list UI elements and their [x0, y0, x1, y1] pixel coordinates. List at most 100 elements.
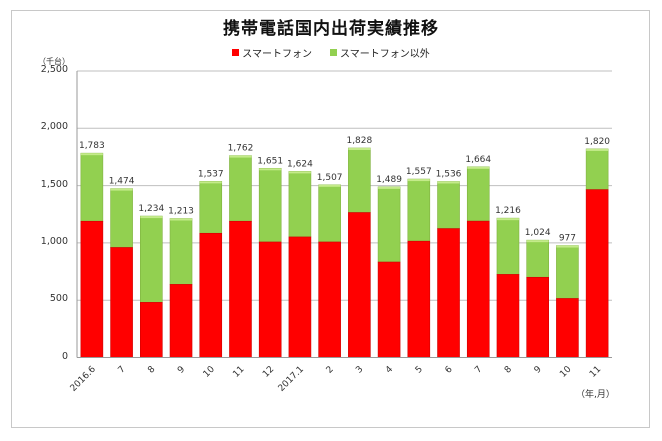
x-tick-label: 2: [325, 365, 336, 376]
bar-top-highlight: [378, 186, 401, 189]
bar-top-highlight: [467, 166, 490, 169]
bar-top-highlight: [556, 245, 579, 248]
bar-segment-other: [377, 186, 401, 263]
total-data-label: 1,507: [317, 173, 343, 183]
x-tick-label: 2016.6: [69, 364, 99, 394]
total-data-label: 1,664: [465, 155, 491, 165]
legend-item-smartphone: スマートフォン: [232, 45, 312, 60]
bar-series: [80, 147, 609, 358]
bar-segment-other: [80, 152, 104, 222]
bar-segment-other: [556, 245, 579, 299]
x-tick-label: 5: [414, 365, 425, 376]
x-tick-label: 9: [533, 364, 544, 375]
bar-top-highlight: [288, 171, 311, 174]
bar-segment-smartphone: [466, 220, 490, 358]
bar-3: [169, 218, 193, 358]
bar-segment-other: [407, 178, 431, 242]
bar-top-highlight: [496, 218, 519, 221]
y-tick-label: 1,000: [40, 235, 68, 247]
x-tick-label: 4: [384, 364, 395, 375]
total-data-label: 1,234: [138, 204, 164, 214]
bar-segment-smartphone: [140, 302, 163, 358]
y-tick-label: 0: [61, 350, 68, 362]
bar-segment-smartphone: [496, 274, 520, 358]
x-tick-label: 11: [231, 365, 246, 380]
x-tick-label: 11: [588, 365, 603, 380]
y-tick-label: 1,500: [40, 178, 68, 190]
bar-9: [348, 147, 371, 358]
x-tick-label: 8: [503, 364, 514, 375]
bar-segment-smartphone: [169, 284, 193, 358]
legend-swatch-other: [330, 49, 337, 56]
bar-segment-other: [466, 166, 490, 222]
legend-label-smartphone: スマートフォン: [242, 49, 312, 60]
x-tick-label: 7: [473, 365, 484, 376]
total-data-label: 1,783: [79, 141, 105, 151]
x-axis-labels: 2016.6 7 8 9 10 11 12 2017.1 2 3 4 5 6 7 8 9 10 11: [69, 364, 604, 394]
bar-segment-smartphone: [258, 241, 282, 358]
legend-label-other: スマートフォン以外: [340, 49, 430, 60]
bar-segment-other: [348, 147, 371, 213]
x-tick-label: 2017.1: [277, 365, 306, 394]
total-data-label: 1,624: [287, 159, 313, 169]
x-tick-label: 7: [117, 365, 128, 376]
bar-segment-other: [199, 181, 223, 234]
bar-segment-other: [318, 184, 341, 243]
bar-top-highlight: [170, 218, 193, 221]
bar-5: [229, 155, 252, 358]
y-tick-label: 2,500: [40, 64, 68, 75]
bar-top-highlight: [110, 188, 133, 191]
x-tick-label: 8: [146, 364, 157, 375]
chart-legend: スマートフォン スマートフォン以外: [0, 45, 662, 60]
gridlines: [77, 70, 612, 301]
bar-segment-other: [496, 217, 520, 275]
bar-0: [80, 152, 104, 358]
bar-top-highlight: [348, 148, 371, 151]
bar-segment-smartphone: [556, 298, 579, 358]
y-tick-label: 500: [49, 293, 68, 305]
total-data-label: 1,216: [495, 206, 521, 216]
total-data-label: 1,828: [346, 136, 372, 146]
bar-top-highlight: [318, 184, 341, 187]
bar-top-highlight: [229, 155, 252, 158]
bar-segment-smartphone: [585, 189, 609, 358]
bar-segment-smartphone: [377, 261, 401, 358]
total-data-label: 1,474: [109, 177, 135, 187]
bar-top-highlight: [199, 181, 222, 184]
bar-4: [199, 181, 223, 358]
bar-segment-smartphone: [229, 220, 252, 358]
total-data-label: 1,537: [198, 169, 224, 179]
legend-item-other: スマートフォン以外: [330, 45, 430, 60]
bar-segment-other: [140, 215, 163, 303]
bar-segment-other: [526, 239, 549, 278]
bar-segment-smartphone: [288, 236, 312, 358]
bar-top-highlight: [140, 216, 163, 219]
y-tick-label: 2,000: [40, 121, 68, 133]
x-tick-label: 12: [261, 365, 276, 380]
bar-segment-smartphone: [526, 276, 549, 358]
bar-segment-smartphone: [437, 228, 460, 358]
bar-10: [377, 186, 401, 358]
bar-11: [407, 178, 431, 358]
bar-top-highlight: [80, 153, 103, 156]
bar-segment-smartphone: [407, 240, 431, 358]
bar-8: [318, 184, 341, 358]
total-data-label: 1,762: [228, 144, 254, 154]
bar-top-highlight: [437, 181, 460, 184]
total-data-label: 1,536: [436, 169, 462, 179]
bar-top-highlight: [407, 179, 430, 182]
bar-segment-smartphone: [80, 220, 104, 358]
total-data-label: 1,213: [168, 206, 194, 216]
total-data-label: 977: [559, 234, 576, 244]
x-tick-label: 3: [354, 365, 365, 376]
bar-segment-smartphone: [348, 212, 371, 358]
bar-15: [526, 239, 549, 358]
total-data-label: 1,024: [525, 228, 551, 238]
bar-14: [496, 217, 520, 358]
bar-7: [288, 171, 312, 358]
bar-segment-smartphone: [199, 232, 223, 358]
bar-segment-other: [258, 167, 282, 243]
bar-13: [466, 166, 490, 358]
